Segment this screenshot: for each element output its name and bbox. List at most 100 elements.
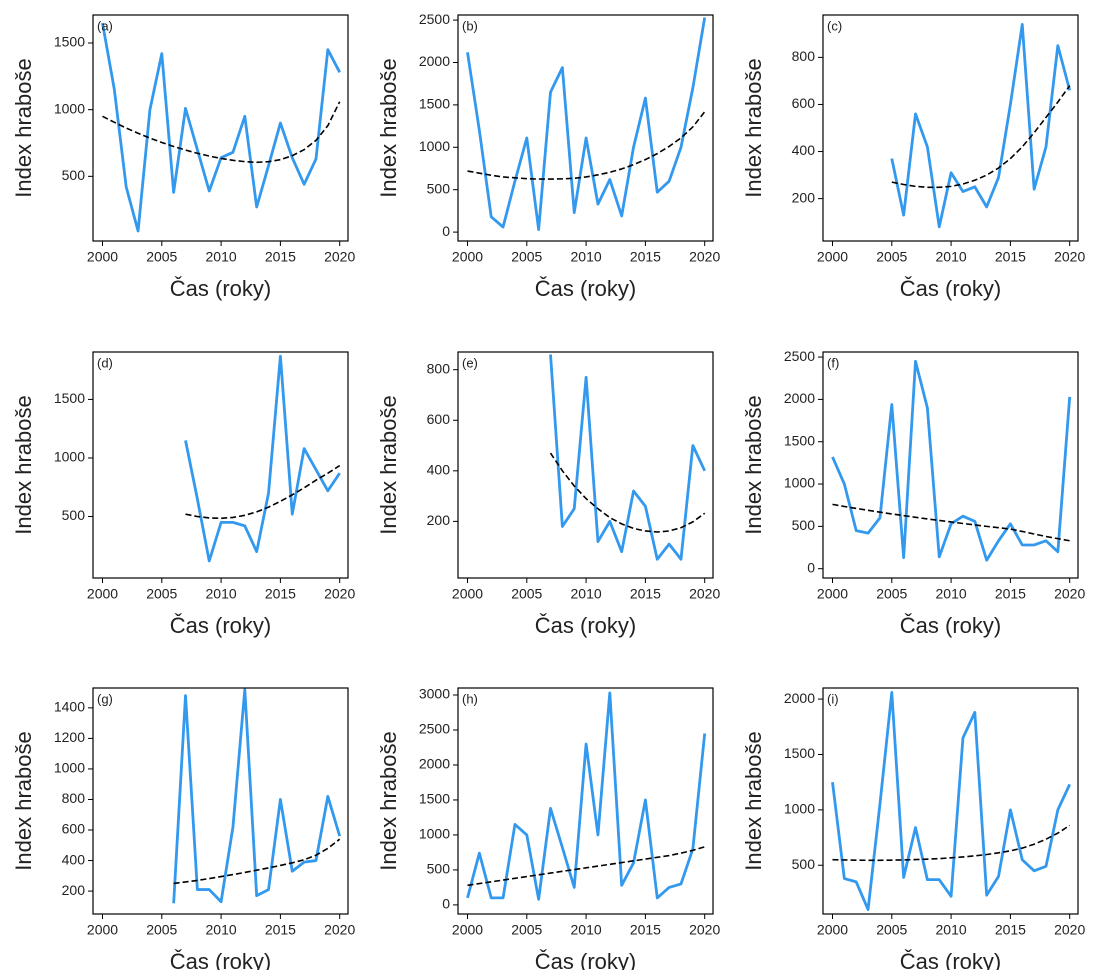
y-tick-label: 0 xyxy=(442,223,450,239)
y-tick-label: 3000 xyxy=(419,686,450,702)
panel-label: (e) xyxy=(462,355,478,370)
x-tick-label: 2015 xyxy=(265,922,296,938)
x-tick-label: 2010 xyxy=(571,249,602,265)
plot-frame xyxy=(92,14,349,242)
panel-label: (g) xyxy=(97,691,113,706)
y-tick-label: 800 xyxy=(62,790,86,806)
plot-frame xyxy=(457,351,714,579)
y-tick-label: 1500 xyxy=(784,745,815,761)
y-tick-label: 1000 xyxy=(54,760,85,776)
x-axis-label: Čas (roky) xyxy=(900,949,1001,970)
data-line xyxy=(549,354,706,561)
x-tick-label: 2000 xyxy=(87,249,118,265)
x-axis-label: Čas (roky) xyxy=(170,613,271,638)
data-line xyxy=(172,688,342,904)
x-tick-label: 2020 xyxy=(324,249,355,265)
y-tick-label: 500 xyxy=(792,517,816,533)
y-axis-label: Index hraboše xyxy=(741,395,766,534)
y-tick-label: 0 xyxy=(807,559,815,575)
y-tick-label: 1000 xyxy=(784,801,815,817)
y-tick-label: 1500 xyxy=(419,791,450,807)
y-axis-label: Index hraboše xyxy=(741,731,766,870)
plot-frame xyxy=(457,14,714,242)
plot-frame xyxy=(822,351,1079,579)
data-line xyxy=(466,691,707,901)
y-axis-label: Index hraboše xyxy=(11,395,36,534)
x-tick-label: 2010 xyxy=(206,586,237,602)
y-tick-label: 200 xyxy=(427,512,451,528)
plot-frame xyxy=(92,687,349,915)
x-tick-label: 2015 xyxy=(630,586,661,602)
x-tick-label: 2015 xyxy=(995,249,1026,265)
y-tick-label: 2500 xyxy=(784,348,815,364)
data-line xyxy=(831,691,1071,911)
panel-label: (b) xyxy=(462,18,478,33)
data-line xyxy=(101,22,341,233)
x-tick-label: 2000 xyxy=(817,586,848,602)
panel-label: (c) xyxy=(827,18,842,33)
x-tick-label: 2020 xyxy=(1054,586,1085,602)
x-tick-label: 2020 xyxy=(324,922,355,938)
trend-line xyxy=(549,452,706,533)
x-tick-label: 2020 xyxy=(689,922,720,938)
y-tick-label: 600 xyxy=(62,821,86,837)
y-tick-label: 2000 xyxy=(419,756,450,772)
plot-frame xyxy=(822,687,1079,915)
data-line xyxy=(466,17,707,231)
y-tick-label: 600 xyxy=(792,95,816,111)
y-tick-label: 1500 xyxy=(54,34,85,50)
panel-label: (d) xyxy=(97,355,113,370)
panel-label: (i) xyxy=(827,691,839,706)
x-tick-label: 2000 xyxy=(452,922,483,938)
x-tick-label: 2020 xyxy=(1054,922,1085,938)
x-tick-label: 2010 xyxy=(936,922,967,938)
x-tick-label: 2020 xyxy=(689,249,720,265)
x-tick-label: 2015 xyxy=(265,249,296,265)
y-axis-label: Index hraboše xyxy=(11,58,36,197)
y-axis-label: Index hraboše xyxy=(741,58,766,197)
plot-frame xyxy=(92,351,349,579)
panel-label: (a) xyxy=(97,18,113,33)
x-tick-label: 2005 xyxy=(146,249,177,265)
y-axis-label: Index hraboše xyxy=(11,731,36,870)
y-tick-label: 1500 xyxy=(784,432,815,448)
x-axis-label: Čas (roky) xyxy=(170,276,271,301)
y-tick-label: 2500 xyxy=(419,721,450,737)
x-axis-label: Čas (roky) xyxy=(535,949,636,970)
x-tick-label: 2010 xyxy=(936,249,967,265)
y-tick-label: 800 xyxy=(792,48,816,64)
x-tick-label: 2015 xyxy=(995,586,1026,602)
x-axis-label: Čas (roky) xyxy=(170,949,271,970)
y-tick-label: 800 xyxy=(427,360,451,376)
y-tick-label: 2000 xyxy=(419,53,450,69)
x-tick-label: 2015 xyxy=(630,249,661,265)
y-tick-label: 500 xyxy=(62,507,86,523)
x-axis-label: Čas (roky) xyxy=(535,613,636,638)
trend-line xyxy=(467,111,706,180)
data-line xyxy=(184,354,341,563)
x-tick-label: 2005 xyxy=(876,586,907,602)
x-tick-label: 2020 xyxy=(324,586,355,602)
y-tick-label: 600 xyxy=(427,411,451,427)
y-tick-label: 2500 xyxy=(419,11,450,27)
x-tick-label: 2020 xyxy=(689,586,720,602)
x-tick-label: 2010 xyxy=(571,586,602,602)
y-tick-label: 200 xyxy=(792,189,816,205)
x-tick-label: 2020 xyxy=(1054,249,1085,265)
y-tick-label: 2000 xyxy=(784,390,815,406)
y-tick-label: 200 xyxy=(62,882,86,898)
y-tick-label: 1000 xyxy=(54,100,85,116)
trend-line xyxy=(891,85,1071,189)
x-tick-label: 2010 xyxy=(206,249,237,265)
x-tick-label: 2000 xyxy=(87,586,118,602)
y-tick-label: 400 xyxy=(427,462,451,478)
x-tick-label: 2005 xyxy=(511,586,542,602)
y-tick-label: 1000 xyxy=(784,475,815,491)
x-tick-label: 2010 xyxy=(571,922,602,938)
trend-line xyxy=(173,838,341,885)
y-tick-label: 0 xyxy=(442,896,450,912)
x-tick-label: 2000 xyxy=(452,586,483,602)
y-axis-label: Index hraboše xyxy=(376,395,401,534)
y-tick-label: 1000 xyxy=(54,449,85,465)
x-tick-label: 2005 xyxy=(146,586,177,602)
